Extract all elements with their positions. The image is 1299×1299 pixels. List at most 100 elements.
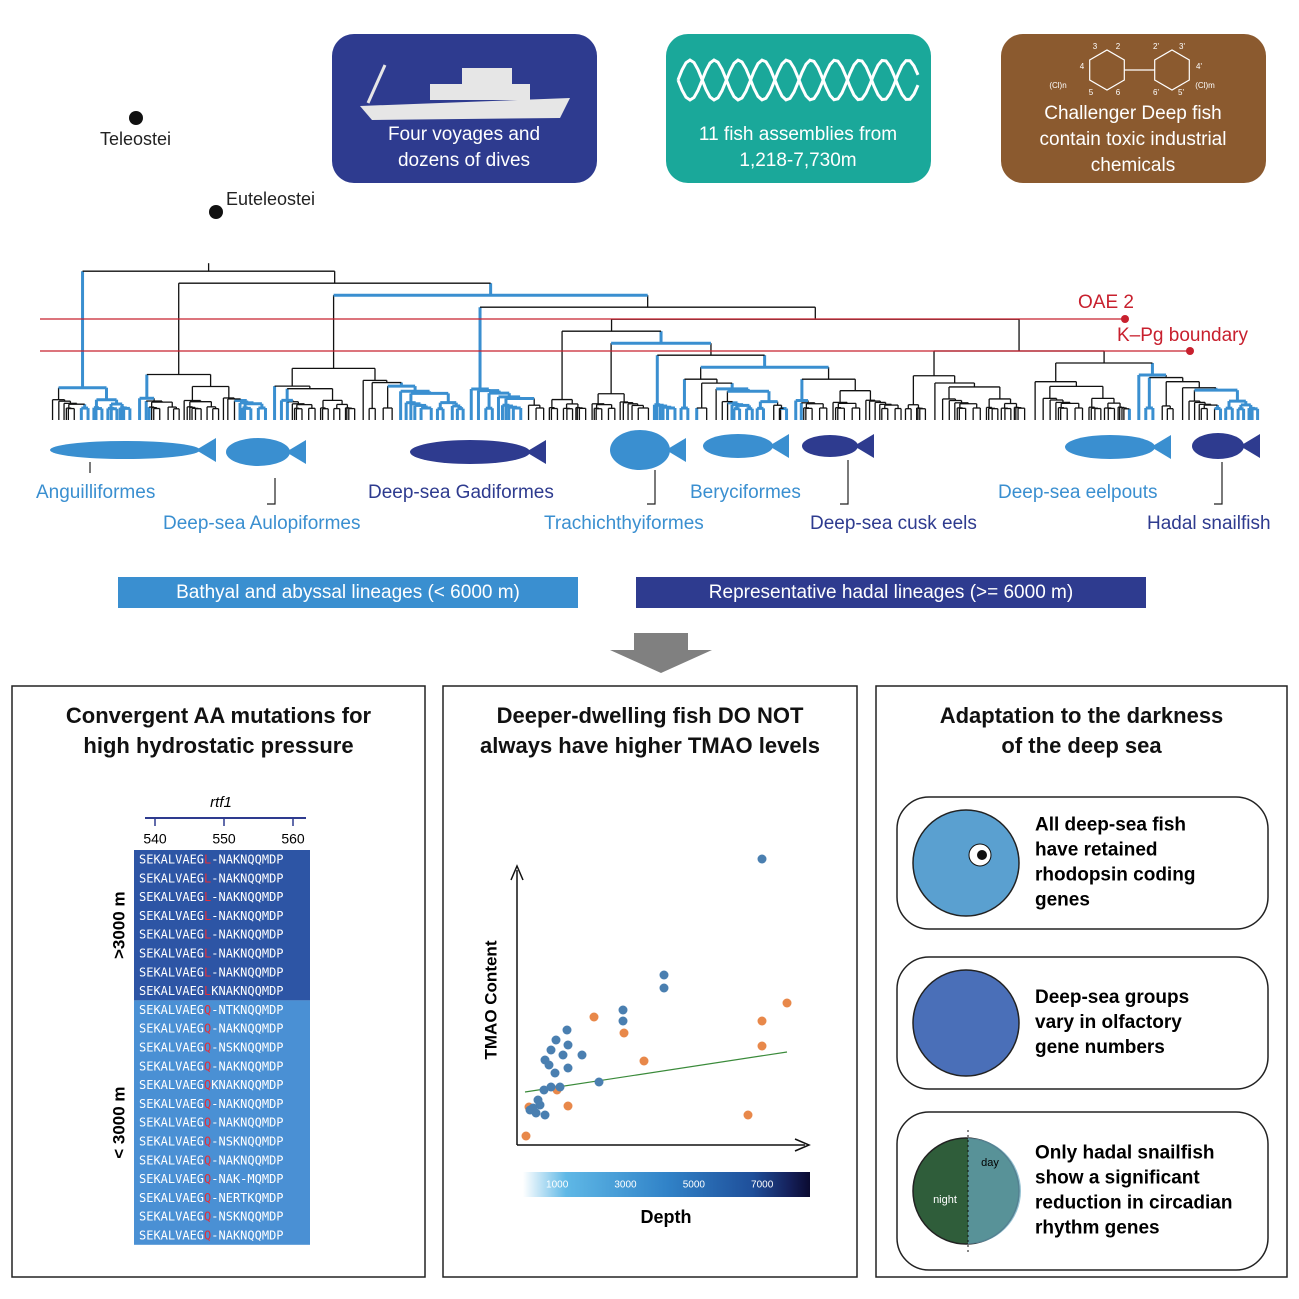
- fish-tail: [196, 438, 216, 462]
- event-dot: [1186, 347, 1194, 355]
- sequence-part: -NAKNQQMDP: [211, 965, 283, 979]
- finding-icon: [912, 969, 1020, 1077]
- chem-label: 2: [1116, 42, 1121, 51]
- sample-point: [577, 1050, 587, 1060]
- fish-icon: [1192, 433, 1244, 459]
- sample-point: [757, 1016, 767, 1026]
- mutation-residue: Q: [204, 1021, 211, 1035]
- sequence-part: SEKALVAEG: [139, 1002, 204, 1016]
- sample-point: [618, 1005, 628, 1015]
- sequence-part: -NAKNQQMDP: [211, 852, 283, 866]
- sequence-part: SEKALVAEG: [139, 1115, 204, 1129]
- sample-point: [618, 1016, 628, 1026]
- sample-point: [521, 1131, 531, 1141]
- mutation-residue: Q: [204, 1153, 211, 1167]
- sample-point: [563, 1063, 573, 1073]
- ship-icon: [462, 68, 512, 86]
- depth-colorbar: [523, 1172, 810, 1197]
- day-label: day: [981, 1157, 999, 1169]
- mutation-residue: L: [204, 890, 211, 904]
- fish-tail: [769, 434, 789, 458]
- sequence-part: SEKALVAEG: [139, 1134, 204, 1148]
- sequence-part: SEKALVAEG: [139, 852, 204, 866]
- ship-icon: [360, 98, 570, 120]
- chem-label: 4: [1080, 62, 1085, 71]
- sample-point: [639, 1056, 649, 1066]
- position-label: 560: [281, 831, 305, 847]
- sample-point: [544, 1060, 554, 1070]
- sequence-part: SEKALVAEG: [139, 984, 204, 998]
- sequence: SEKALVAEGL-NAKNQQMDP: [139, 852, 284, 866]
- group-leader: [267, 478, 276, 505]
- sequence: SEKALVAEGL-NAKNQQMDP: [139, 927, 284, 941]
- panel-title: Deeper-dwelling fish DO NOT: [497, 703, 804, 728]
- chem-label: 2': [1153, 42, 1159, 51]
- sample-point: [539, 1085, 549, 1095]
- sequence-part: SEKALVAEG: [139, 1190, 204, 1204]
- sequence: SEKALVAEGQ-NSKNQQMDP: [139, 1134, 284, 1148]
- sample-point: [535, 1100, 545, 1110]
- sequence-part: -NERTKQMDP: [211, 1190, 283, 1204]
- clade-node: [209, 205, 223, 219]
- group-leader: [1214, 462, 1223, 505]
- group-label: Trachichthyiformes: [544, 513, 704, 534]
- sequence: SEKALVAEGQ-NAKNQQMDP: [139, 1153, 284, 1167]
- sample-point: [558, 1050, 568, 1060]
- sample-point: [540, 1110, 550, 1120]
- panel: [875, 685, 1288, 1278]
- info-text: chemicals: [1091, 155, 1175, 176]
- group-label: Hadal snailfish: [1147, 513, 1271, 534]
- finding-text: reduction in circadian: [1035, 1193, 1232, 1214]
- sequence-part: SEKALVAEG: [139, 1096, 204, 1110]
- sequence-part: SEKALVAEG: [139, 946, 204, 960]
- sequence-part: -NSKNQQMDP: [211, 1040, 283, 1054]
- fish-tail: [1151, 435, 1171, 459]
- info-box: [1001, 34, 1266, 183]
- sequence: SEKALVAEGQ-NTKNQQMDP: [139, 1002, 284, 1016]
- fish-icon: [410, 440, 530, 464]
- chem-label: 5: [1089, 88, 1094, 97]
- position-label: 540: [143, 831, 167, 847]
- info-text: 1,218-7,730m: [739, 150, 856, 171]
- sample-point: [782, 998, 792, 1008]
- sequence: SEKALVAEGQ-NSKNQQMDP: [139, 1209, 284, 1223]
- sequence: SEKALVAEGQ-NAKNQQMDP: [139, 1115, 284, 1129]
- sample-point: [563, 1040, 573, 1050]
- sequence-part: SEKALVAEG: [139, 1078, 204, 1092]
- legend-text: Representative hadal lineages (>= 6000 m…: [709, 582, 1073, 603]
- fish-tail: [854, 434, 874, 458]
- depth-group: >3000 m: [109, 891, 128, 959]
- legend-text: Bathyal and abyssal lineages (< 6000 m): [176, 582, 520, 603]
- fish-eye: [977, 850, 987, 860]
- sequence: SEKALVAEGL-NAKNQQMDP: [139, 908, 284, 922]
- mutation-residue: Q: [204, 1040, 211, 1054]
- sequence-part: -NAK-MQMDP: [211, 1172, 283, 1186]
- sample-point: [563, 1101, 573, 1111]
- sequence-part: SEKALVAEG: [139, 1021, 204, 1035]
- x-axis-label: Depth: [641, 1207, 692, 1227]
- sequence: SEKALVAEGQKNAKNQQMDP: [139, 1078, 284, 1092]
- sequence-part: SEKALVAEG: [139, 1040, 204, 1054]
- sample-point: [551, 1035, 561, 1045]
- event-dot: [1121, 315, 1129, 323]
- sample-point: [743, 1110, 753, 1120]
- sample-point: [757, 1041, 767, 1051]
- sequence-part: -NAKNQQMDP: [211, 908, 283, 922]
- position-label: 550: [212, 831, 236, 847]
- sequence-part: SEKALVAEG: [139, 890, 204, 904]
- fish-tail: [666, 438, 686, 462]
- finding-icon: [912, 809, 1020, 917]
- sample-point: [555, 1082, 565, 1092]
- mutation-residue: L: [204, 965, 211, 979]
- event-label: OAE 2: [1078, 292, 1134, 313]
- fish-icon: [802, 435, 858, 457]
- sequence-part: -NTKNQQMDP: [211, 1002, 283, 1016]
- finding-text: have retained: [1035, 840, 1158, 861]
- fish-icon: [50, 441, 200, 459]
- sequence: SEKALVAEGLKNAKNQQMDP: [139, 984, 284, 998]
- panel-title: always have higher TMAO levels: [480, 733, 820, 758]
- chem-label: (Cl)m: [1195, 81, 1215, 90]
- sequence: SEKALVAEGQ-NAKNQQMDP: [139, 1059, 284, 1073]
- sequence-part: -NAKNQQMDP: [211, 946, 283, 960]
- trend-line: [524, 1051, 788, 1093]
